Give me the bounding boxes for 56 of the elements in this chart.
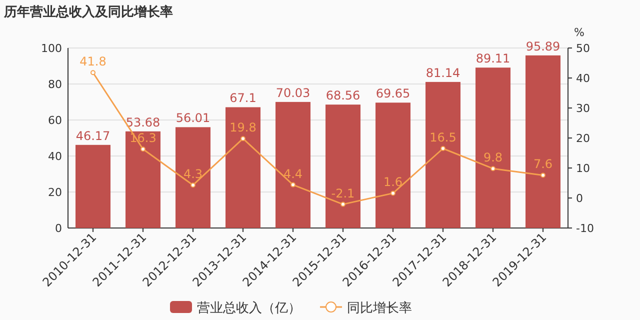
data-label: 70.03 [276,86,310,100]
bar [176,127,210,228]
data-label: 4.4 [283,166,303,181]
chart-title: 历年营业总收入及同比增长率 [3,4,173,20]
data-label: 4.3 [183,167,203,182]
bar [326,104,360,228]
bar [376,102,410,228]
y-tick-label: 60 [48,114,62,127]
y-tick-label: 0 [55,222,62,235]
y-tick-label: 80 [48,78,62,91]
point [490,166,496,172]
data-label: 53.68 [126,115,160,130]
y2-axis-title: % [574,26,584,39]
data-label: 67.1 [230,91,256,106]
bar [426,82,460,228]
data-label: 9.8 [483,150,503,165]
point [290,182,296,188]
y2-tick-label: 50 [576,42,590,55]
y-tick-label: 100 [41,42,62,55]
bar [526,55,560,228]
data-label: 81.14 [426,66,460,80]
point [390,190,396,196]
y-tick-label: 20 [48,186,62,199]
data-label: 56.01 [176,111,210,126]
point [140,146,146,152]
data-label: 69.65 [376,86,410,101]
bar [76,144,110,228]
bar [276,102,310,228]
legend-label: 营业总收入（亿） [197,301,301,316]
y2-tick-label: 0 [576,192,583,205]
data-label: 41.8 [80,54,106,69]
data-label: 16.5 [430,130,456,144]
bar [476,68,510,228]
bar [126,131,160,228]
data-label: 89.11 [476,52,510,66]
y2-tick-label: -10 [576,222,594,235]
bar [226,107,260,228]
point [340,202,346,207]
point [90,70,96,76]
point [440,146,446,151]
point [540,172,546,178]
data-label: 46.17 [76,128,110,143]
data-label: 1.6 [383,175,403,190]
data-label: 68.56 [326,88,360,103]
y-tick-label: 40 [48,150,62,163]
y2-tick-label: 20 [576,132,590,145]
legend-label: 同比增长率 [347,300,412,316]
data-label: 7.6 [533,157,553,172]
point [240,136,246,142]
y2-tick-label: 40 [576,72,590,85]
data-label: 19.8 [230,120,256,135]
y2-tick-label: 10 [576,162,590,175]
data-label: 95.89 [526,39,560,54]
point [190,182,196,188]
data-label: -2.1 [331,186,355,200]
y2-tick-label: 30 [576,102,590,115]
